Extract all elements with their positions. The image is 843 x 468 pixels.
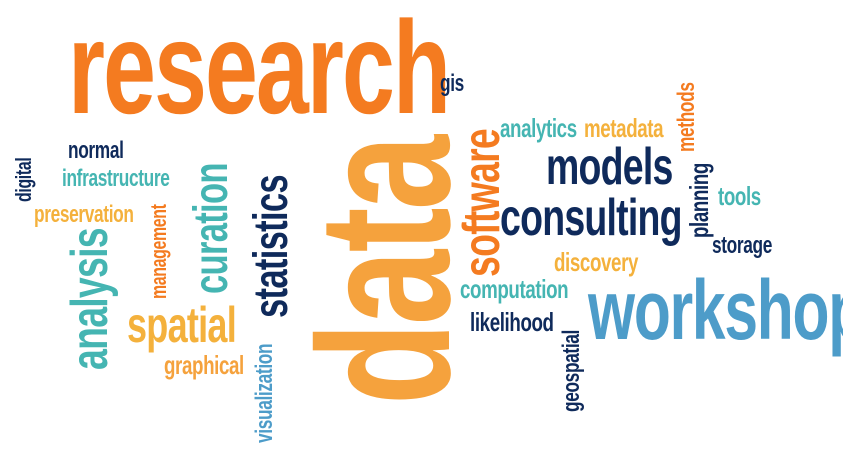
word-gis: gis — [440, 70, 464, 97]
word-spatial: spatial — [127, 297, 237, 353]
word-graphical: graphical — [164, 350, 244, 380]
word-analysis: analysis — [61, 228, 119, 370]
word-likelihood: likelihood — [470, 307, 554, 337]
word-workshop: workshop — [588, 263, 843, 357]
word-visualization: visualization — [251, 343, 278, 443]
word-digital: digital — [11, 157, 36, 202]
word-consulting: consulting — [500, 189, 683, 247]
word-computation: computation — [460, 274, 569, 304]
word-data: data — [279, 137, 489, 405]
word-statistics: statistics — [245, 175, 298, 318]
word-preservation: preservation — [34, 201, 134, 228]
word-models: models — [546, 138, 673, 196]
word-analytics: analytics — [500, 113, 577, 143]
word-storage: storage — [712, 232, 773, 259]
word-geospatial: geospatial — [558, 329, 585, 412]
word-infrastructure: infrastructure — [62, 165, 170, 192]
word-methods: methods — [673, 82, 700, 152]
word-discovery: discovery — [554, 247, 639, 277]
word-curation: curation — [185, 163, 238, 294]
word-research: research — [68, 0, 451, 141]
word-metadata: metadata — [584, 113, 664, 143]
word-planning: planning — [684, 162, 714, 238]
word-tools: tools — [718, 181, 761, 211]
word-normal: normal — [68, 137, 124, 164]
word-management: management — [146, 204, 171, 299]
